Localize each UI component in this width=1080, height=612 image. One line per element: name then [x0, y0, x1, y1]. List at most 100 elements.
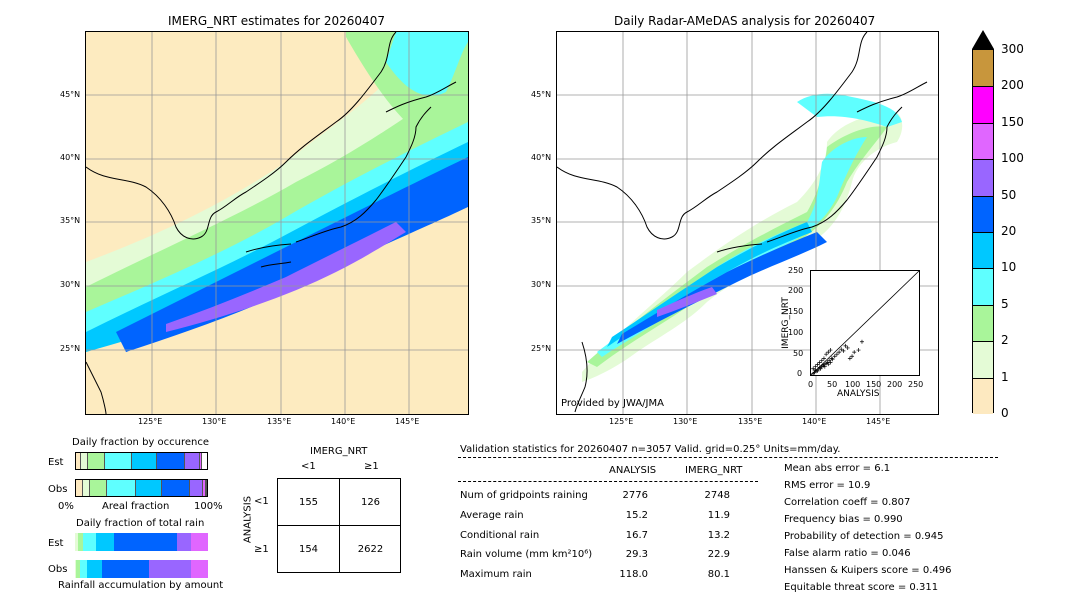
validation-header-rule	[458, 457, 998, 458]
contingency-cell-21: 154	[298, 544, 319, 555]
radar-band-5	[617, 232, 827, 344]
colorbar-segment	[973, 159, 993, 196]
scatter-point	[859, 339, 864, 344]
radar-band-north	[797, 93, 902, 127]
scatter-point	[826, 350, 831, 355]
validation-row-label: Conditional rain	[460, 530, 540, 541]
left-lat-label-45: 45°N	[60, 90, 81, 99]
colorbar-segment	[973, 195, 993, 232]
rain-band-north-2	[386, 32, 468, 96]
inset-ytick-0: 0	[797, 369, 803, 378]
fraction-bar-segment	[132, 453, 158, 469]
inset-xtick-250: 250	[908, 380, 924, 389]
scatter-point	[856, 348, 861, 353]
fraction-bar-segment	[200, 453, 202, 469]
colorbar-segment	[973, 86, 993, 123]
fraction-bar-segment	[203, 480, 206, 496]
colorbar-label: 0	[1001, 406, 1009, 420]
contingency-row-title: ANALYSIS	[242, 495, 254, 544]
left-lat-label-25: 25°N	[60, 344, 81, 353]
right-map: Provided by JWA/JMA	[556, 31, 939, 415]
fraction-bar-segment	[80, 560, 87, 578]
fraction-bar-segment	[101, 560, 150, 578]
fraction-bar-segment	[190, 533, 208, 551]
colorbar-arrow	[972, 30, 994, 49]
scatter-point	[824, 352, 829, 357]
left-lat-label-30: 30°N	[60, 280, 81, 289]
fraction-bar-segment	[81, 453, 88, 469]
validation-row-imerg: 13.2	[707, 530, 730, 541]
occurrence-bar-obs	[75, 479, 208, 497]
scatter-point	[850, 354, 855, 359]
inset-xlabel: ANALYSIS	[837, 389, 880, 399]
validation-row-analysis: 15.2	[625, 510, 648, 521]
right-lat-label-45: 45°N	[531, 90, 552, 99]
right-lat-label-35: 35°N	[531, 216, 552, 225]
occurrence-axis-mid: Areal fraction	[102, 501, 170, 512]
inset-ytick-200: 200	[788, 286, 804, 295]
occurrence-axis-left: 0%	[58, 501, 74, 512]
left-lon-label-130: 130°E	[202, 417, 227, 426]
fraction-bar-segment	[75, 560, 77, 578]
scatter-point	[832, 354, 837, 359]
right-lon-label-135: 135°E	[738, 417, 763, 426]
fraction-bar-segment	[87, 453, 105, 469]
scatter-point	[839, 347, 844, 352]
left-map-coastline	[86, 32, 457, 414]
fraction-bar-segment	[75, 533, 78, 551]
scatter-point	[811, 366, 816, 371]
inset-xtick-100: 100	[845, 380, 861, 389]
inset-diagonal-line	[810, 270, 920, 376]
total-bar-obs	[75, 560, 208, 578]
fraction-bar-segment	[190, 560, 208, 578]
left-map-svg	[86, 32, 468, 414]
total-axis-label: Rainfall accumulation by amount	[58, 580, 224, 591]
colorbar-segment	[973, 377, 993, 414]
right-lon-label-145: 145°E	[866, 417, 891, 426]
right-lat-label-40: 40°N	[531, 153, 552, 162]
contingency-row-lt1: <1	[254, 496, 269, 507]
fraction-bar-segment	[189, 480, 204, 496]
contingency-col-title: IMERG_NRT	[310, 446, 368, 457]
total-row-est: Est	[48, 538, 64, 549]
validation-row-label: Maximum rain	[460, 569, 532, 580]
left-lat-label-40: 40°N	[60, 153, 81, 162]
inset-ytick-250: 250	[788, 266, 804, 275]
colorbar-segment	[973, 122, 993, 160]
contingency-col-ge1: ≥1	[364, 461, 379, 472]
fraction-bar-segment	[157, 453, 185, 469]
right-map-credit: Provided by JWA/JMA	[561, 398, 664, 409]
validation-row-imerg: 11.9	[707, 510, 730, 521]
validation-row-label: Average rain	[460, 510, 524, 521]
total-bar-est	[75, 533, 208, 551]
score-rmse: RMS error = 10.9	[784, 480, 871, 491]
scatter-point	[830, 357, 835, 362]
radar-band-4	[607, 222, 812, 347]
colorbar-label: 20	[1001, 224, 1017, 238]
right-lon-label-140: 140°E	[802, 417, 827, 426]
fraction-bar-segment	[205, 480, 207, 496]
colorbar-label: 100	[1001, 151, 1024, 166]
colorbar-segment	[973, 268, 993, 305]
contingency-table: 155 126 154 2622	[277, 478, 401, 573]
fraction-bar-segment	[82, 533, 97, 551]
fraction-bar-segment	[76, 480, 83, 496]
fraction-bar-segment	[162, 480, 190, 496]
colorbar-segment	[973, 50, 993, 87]
left-map-grid	[86, 32, 468, 414]
occurrence-axis-right: 100%	[194, 501, 223, 512]
colorbar-label: 150	[1001, 114, 1024, 129]
validation-col-imerg: IMERG_NRT	[685, 465, 743, 476]
colorbar-label: 300	[1001, 42, 1024, 56]
scatter-point	[852, 350, 857, 355]
score-correlation: Correlation coeff = 0.807	[784, 497, 911, 508]
total-title: Daily fraction of total rain	[76, 518, 205, 529]
fraction-bar-segment	[76, 453, 82, 469]
scatter-point	[843, 343, 848, 348]
rain-band-2	[86, 72, 468, 322]
validation-header: Validation statistics for 20260407 n=305…	[460, 444, 841, 455]
right-lat-label-30: 30°N	[531, 280, 552, 289]
validation-table-rule	[458, 481, 758, 482]
scatter-point	[827, 358, 832, 363]
left-lon-label-125: 125°E	[138, 417, 163, 426]
